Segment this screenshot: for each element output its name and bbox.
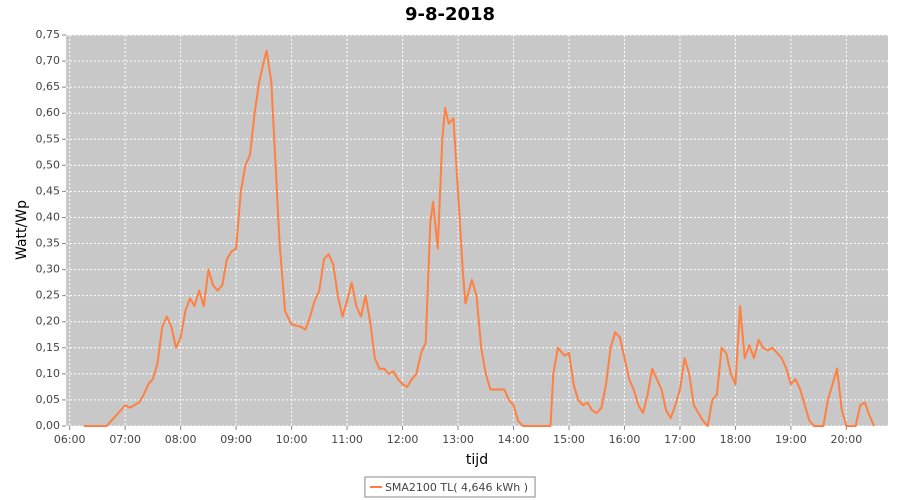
y-tick-label: 0,20 xyxy=(36,315,61,328)
y-axis-label: Watt/Wp xyxy=(14,200,30,260)
y-tick-label: 0,60 xyxy=(36,106,61,119)
y-tick-label: 0,35 xyxy=(36,237,61,250)
legend-label: SMA2100 TL( 4,646 kWh ) xyxy=(385,481,528,494)
x-tick-label: 19:00 xyxy=(775,433,807,446)
x-tick-label: 12:00 xyxy=(387,433,419,446)
y-tick-label: 0,00 xyxy=(36,419,61,432)
x-tick-label: 06:00 xyxy=(54,433,86,446)
x-tick-label: 15:00 xyxy=(553,433,585,446)
y-tick-label: 0,50 xyxy=(36,158,61,171)
x-tick-label: 18:00 xyxy=(720,433,752,446)
y-tick-label: 0,15 xyxy=(36,341,61,354)
line-series xyxy=(83,49,876,427)
y-tick-label: 0,30 xyxy=(36,263,61,276)
x-tick-label: 10:00 xyxy=(276,433,308,446)
x-tick-label: 16:00 xyxy=(609,433,641,446)
x-tick-label: 14:00 xyxy=(498,433,530,446)
y-tick-label: 0,40 xyxy=(36,210,61,223)
y-tick-label: 0,75 xyxy=(36,28,61,41)
y-tick-label: 0,70 xyxy=(36,54,61,67)
x-tick-label: 09:00 xyxy=(220,433,252,446)
x-axis-label: tijd xyxy=(466,452,488,468)
y-tick-label: 0,25 xyxy=(36,289,61,302)
y-tick-label: 0,55 xyxy=(36,132,61,145)
x-tick-label: 07:00 xyxy=(109,433,141,446)
x-tick-label: 11:00 xyxy=(331,433,363,446)
y-tick-label: 0,65 xyxy=(36,80,61,93)
x-tick-label: 13:00 xyxy=(442,433,474,446)
x-tick-label: 17:00 xyxy=(664,433,696,446)
y-tick-label: 0,10 xyxy=(36,367,61,380)
legend-box xyxy=(364,476,536,498)
plot-area xyxy=(66,35,888,426)
y-tick-label: 0,45 xyxy=(36,184,61,197)
y-tick-label: 0,05 xyxy=(36,393,61,406)
x-tick-label: 08:00 xyxy=(165,433,197,446)
chart-title: 9-8-2018 xyxy=(405,4,495,25)
x-tick-label: 20:00 xyxy=(831,433,863,446)
